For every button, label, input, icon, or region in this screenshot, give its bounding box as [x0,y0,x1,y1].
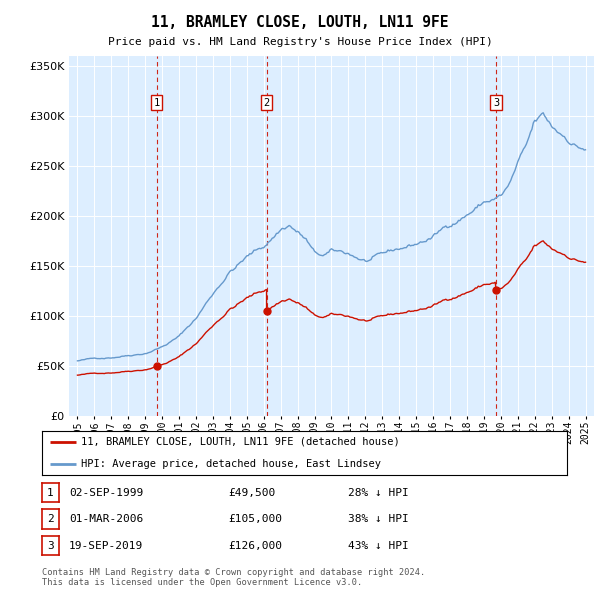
Text: Contains HM Land Registry data © Crown copyright and database right 2024.
This d: Contains HM Land Registry data © Crown c… [42,568,425,587]
Text: 1: 1 [47,488,54,497]
Text: 19-SEP-2019: 19-SEP-2019 [69,541,143,550]
Text: HPI: Average price, detached house, East Lindsey: HPI: Average price, detached house, East… [82,459,382,469]
Text: 2: 2 [47,514,54,524]
Text: 01-MAR-2006: 01-MAR-2006 [69,514,143,524]
Text: 11, BRAMLEY CLOSE, LOUTH, LN11 9FE: 11, BRAMLEY CLOSE, LOUTH, LN11 9FE [151,15,449,30]
Text: 3: 3 [47,541,54,550]
Text: 02-SEP-1999: 02-SEP-1999 [69,488,143,497]
Text: £126,000: £126,000 [228,541,282,550]
Text: 43% ↓ HPI: 43% ↓ HPI [348,541,409,550]
Text: 11, BRAMLEY CLOSE, LOUTH, LN11 9FE (detached house): 11, BRAMLEY CLOSE, LOUTH, LN11 9FE (deta… [82,437,400,447]
Text: £105,000: £105,000 [228,514,282,524]
Text: 28% ↓ HPI: 28% ↓ HPI [348,488,409,497]
Text: 3: 3 [493,98,499,108]
Text: Price paid vs. HM Land Registry's House Price Index (HPI): Price paid vs. HM Land Registry's House … [107,37,493,47]
Text: 2: 2 [263,98,270,108]
Text: 1: 1 [154,98,160,108]
Text: 38% ↓ HPI: 38% ↓ HPI [348,514,409,524]
Text: £49,500: £49,500 [228,488,275,497]
